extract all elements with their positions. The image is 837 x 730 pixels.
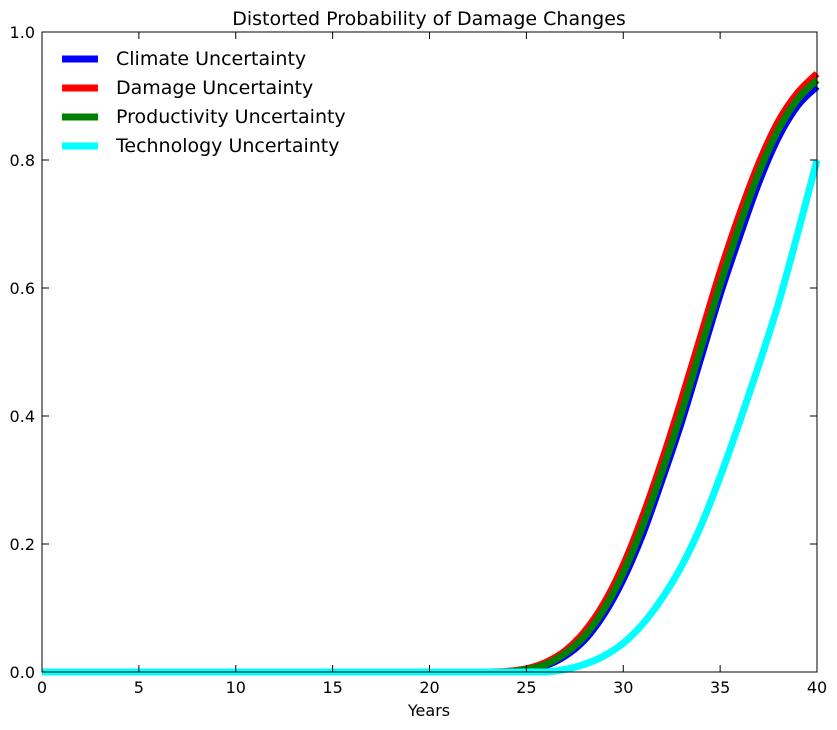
series-line-damage-uncertainty	[42, 71, 820, 676]
chart-title: Distorted Probability of Damage Changes	[232, 8, 626, 30]
series-line-technology-uncertainty	[42, 159, 821, 676]
legend-label-productivity-uncertainty: Productivity Uncertainty	[116, 106, 346, 128]
legend-label-climate-uncertainty: Climate Uncertainty	[116, 48, 306, 70]
x-tick-label: 40	[807, 678, 827, 697]
series-layer	[42, 71, 821, 676]
legend-label-damage-uncertainty: Damage Uncertainty	[116, 77, 313, 99]
y-tick-label: 0.0	[10, 663, 35, 682]
y-tick-label: 1.0	[10, 23, 35, 42]
y-tick-label: 0.8	[10, 151, 35, 170]
y-tick-label: 0.4	[10, 407, 35, 426]
x-tick-label: 0	[37, 678, 47, 697]
x-tick-label: 35	[710, 678, 730, 697]
y-tick-label: 0.6	[10, 279, 35, 298]
legend: Climate Uncertainty Damage Uncertainty Pro…	[62, 48, 346, 157]
x-tick-label: 25	[516, 678, 536, 697]
y-tick-label: 0.2	[10, 535, 35, 554]
x-tick-label: 5	[134, 678, 144, 697]
legend-label-technology-uncertainty: Technology Uncertainty	[115, 135, 339, 157]
series-line-climate-uncertainty	[42, 83, 820, 676]
x-tick-label: 15	[322, 678, 342, 697]
series-line-productivity-uncertainty	[42, 77, 820, 676]
x-axis-label: Years	[407, 701, 450, 720]
x-tick-label: 20	[419, 678, 439, 697]
x-tick-label: 30	[613, 678, 633, 697]
ticks-layer: 0 5 10 15 20 25 30 35 40 0.0 0.2 0.4 0.6 0.8 1.0	[10, 23, 828, 697]
x-tick-label: 10	[226, 678, 246, 697]
